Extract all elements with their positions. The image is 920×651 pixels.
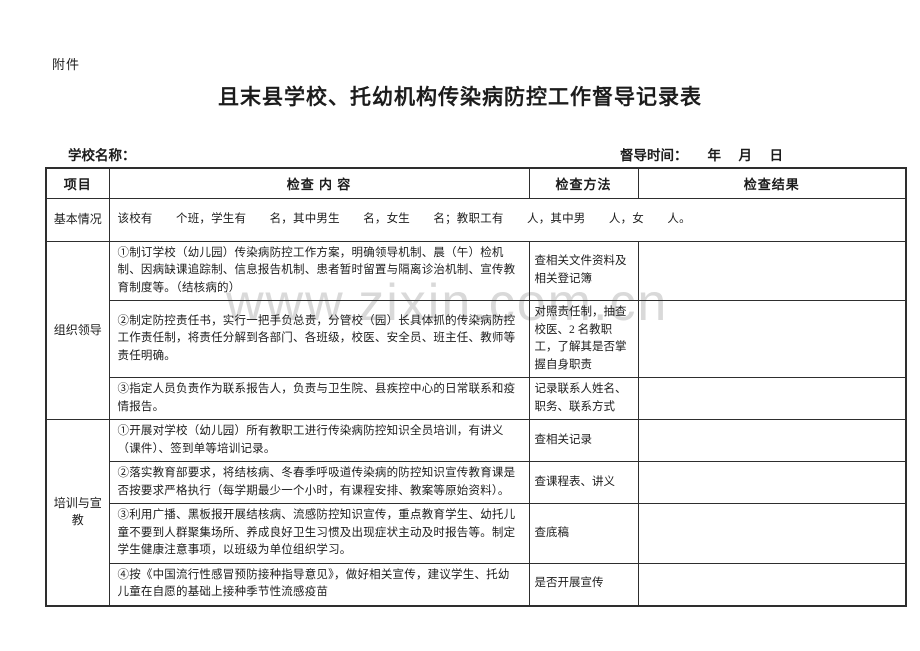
content-cell: ④按《中国流行性感冒预防接种指导意见》，做好相关宣传，建议学生、托幼儿童在自愿的… bbox=[108, 562, 530, 606]
table-row: ④按《中国流行性感冒预防接种指导意见》，做好相关宣传，建议学生、托幼儿童在自愿的… bbox=[46, 562, 907, 606]
table-row: 培训与宣教 ①开展对学校（幼儿园）所有教职工进行传染病防控知识全员培训，有讲义（… bbox=[45, 419, 907, 606]
page-title: 且末县学校、托幼机构传染病防控工作督导记录表 bbox=[218, 86, 702, 109]
table-row: ③指定人员负责作为联系报告人，负责与卫生院、县疾控中心的日常联系和疫情报告。 记… bbox=[46, 377, 907, 420]
method-cell: 查课程表、讲义 bbox=[528, 461, 639, 504]
item-label-training: 培训与宣教 bbox=[45, 419, 110, 606]
table-header-row: 项目 检查 内 容 检查方法 检查结果 bbox=[45, 167, 907, 199]
header-content: 检查 内 容 bbox=[108, 167, 530, 199]
supervision-record-table: 项目 检查 内 容 检查方法 检查结果 基本情况 该校有 个班，学生有 名，其中… bbox=[45, 167, 907, 607]
method-cell: 查相关记录 bbox=[528, 419, 639, 462]
table-row: ②落实教育部要求，将结核病、冬春季呼吸道传染病的防控知识宣传教育课是否按要求严格… bbox=[46, 461, 907, 504]
item-label-organization: 组织领导 bbox=[45, 240, 110, 420]
method-cell: 对照责任制，抽查校医、2 名教职工，了解其是否掌握自身职责 bbox=[528, 300, 639, 378]
info-line: 学校名称： 督导时间： 年 月 日 bbox=[68, 144, 785, 164]
content-cell: ②落实教育部要求，将结核病、冬春季呼吸道传染病的防控知识宣传教育课是否按要求严格… bbox=[108, 461, 530, 504]
content-cell: ①开展对学校（幼儿园）所有教职工进行传染病防控知识全员培训，有讲义（课件）、签到… bbox=[108, 419, 530, 462]
result-cell bbox=[637, 419, 907, 462]
result-cell bbox=[637, 300, 907, 378]
result-cell bbox=[637, 503, 907, 564]
item-label-basic: 基本情况 bbox=[45, 197, 110, 242]
content-cell: ③指定人员负责作为联系报告人，负责与卫生院、县疾控中心的日常联系和疫情报告。 bbox=[108, 377, 530, 420]
content-cell: ②制定防控责任书，实行一把手负总责，分管校（园）长具体抓的传染病防控工作责任制，… bbox=[108, 300, 530, 378]
attachment-label: 附件 bbox=[52, 57, 81, 72]
method-cell: 查相关文件资料及相关登记簿 bbox=[528, 240, 639, 301]
header-result: 检查结果 bbox=[637, 167, 907, 199]
content-cell: ①制订学校（幼儿园）传染病防控工作方案，明确领导机制、晨（午）检机制、因病缺课追… bbox=[108, 240, 530, 301]
content-cell: ③利用广播、黑板报开展结核病、流感防控知识宣传，重点教育学生、幼托儿童不要到人群… bbox=[108, 503, 530, 564]
table-row: 组织领导 ①制订学校（幼儿园）传染病防控工作方案，明确领导机制、晨（午）检机制、… bbox=[45, 240, 907, 420]
method-cell: 查底稿 bbox=[528, 503, 639, 564]
table-row: ②制定防控责任书，实行一把手负总责，分管校（园）长具体抓的传染病防控工作责任制，… bbox=[46, 300, 907, 378]
supervision-time-value: 年 月 日 bbox=[707, 148, 785, 163]
result-cell bbox=[637, 461, 907, 504]
result-cell bbox=[637, 377, 907, 420]
supervision-time: 督导时间： 年 月 日 bbox=[620, 144, 785, 164]
header-method: 检查方法 bbox=[528, 167, 639, 199]
table-row: ③利用广播、黑板报开展结核病、流感防控知识宣传，重点教育学生、幼托儿童不要到人群… bbox=[46, 503, 907, 564]
table-row: 基本情况 该校有 个班，学生有 名，其中男生 名，女生 名；教职工有 人，其中男… bbox=[45, 197, 907, 242]
result-cell bbox=[637, 240, 907, 301]
supervision-time-label: 督导时间： bbox=[620, 148, 688, 163]
method-cell: 记录联系人姓名、职务、联系方式 bbox=[528, 377, 639, 420]
school-name-label: 学校名称： bbox=[68, 148, 136, 163]
method-cell: 是否开展宣传 bbox=[528, 562, 639, 606]
result-cell bbox=[637, 562, 907, 606]
header-item: 项目 bbox=[45, 167, 110, 199]
basic-info-cell: 该校有 个班，学生有 名，其中男生 名，女生 名；教职工有 人，其中男 人，女 … bbox=[108, 197, 907, 242]
